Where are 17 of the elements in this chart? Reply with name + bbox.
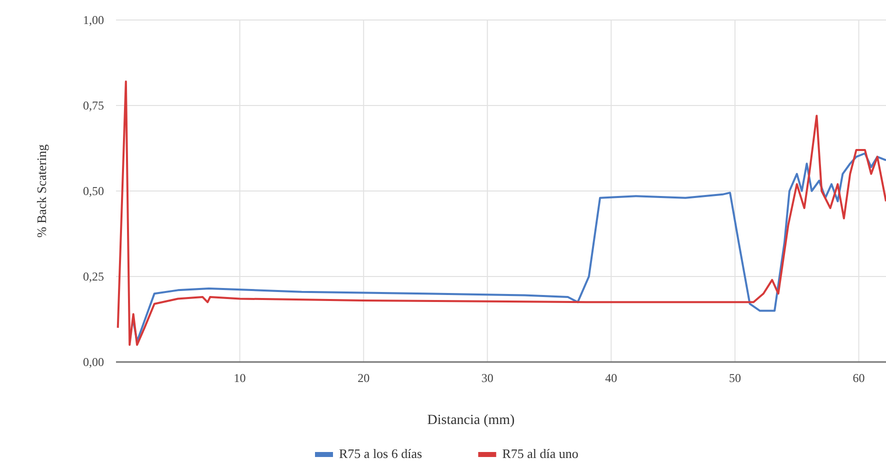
y-tick-label: 0,00: [83, 355, 104, 369]
y-tick-label: 0,25: [83, 270, 104, 284]
legend-label: R75 al día uno: [502, 446, 578, 461]
x-tick-label: 10: [234, 371, 246, 385]
x-tick-label: 60: [852, 371, 865, 385]
legend-label: R75 a los 6 días: [339, 446, 422, 461]
x-axis-title: Distancia (mm): [427, 413, 516, 428]
line-series: [132, 152, 886, 342]
y-axis-title: % Back Scatering: [34, 144, 49, 238]
x-tick-label: 40: [605, 371, 618, 385]
y-tick-label: 0,50: [83, 184, 104, 198]
y-tick-label: 1,00: [83, 13, 104, 27]
y-tick-label: 0,75: [83, 98, 104, 112]
x-tick-label: 20: [358, 371, 370, 385]
x-tick-label: 30: [481, 371, 494, 385]
line-series: [116, 80, 886, 346]
x-tick-label: 50: [728, 371, 741, 385]
